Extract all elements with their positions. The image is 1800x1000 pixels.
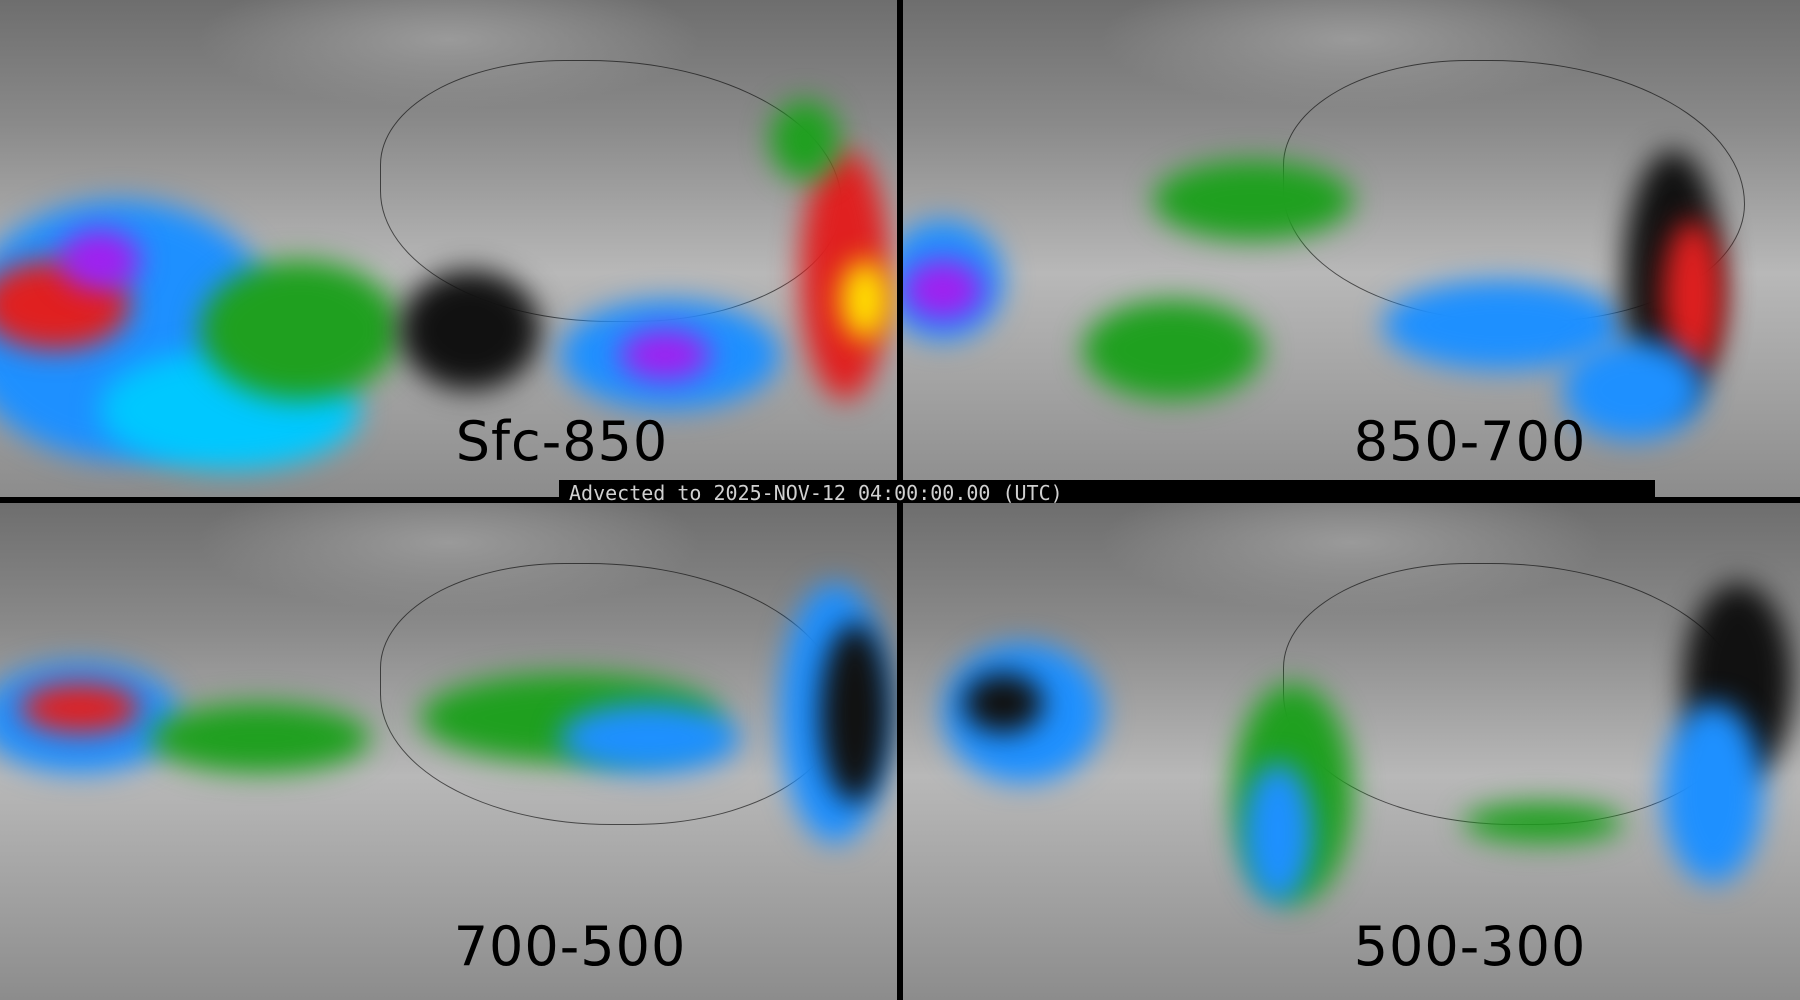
- field-blob: [1563, 340, 1703, 440]
- field-blob: [620, 330, 710, 380]
- panel-700-500: 700-500: [0, 503, 897, 1000]
- field-blob: [200, 260, 400, 400]
- field-blob: [840, 260, 890, 340]
- field-blob: [770, 100, 840, 180]
- panel-850-700: 850-700: [903, 0, 1800, 497]
- field-blob: [400, 270, 540, 390]
- layer-label: 700-500: [453, 915, 687, 978]
- layer-label: Sfc-850: [455, 410, 669, 473]
- panel-sfc-850: Sfc-850: [0, 0, 897, 497]
- field-blob: [1243, 763, 1313, 903]
- field-blob: [20, 683, 140, 733]
- field-blob: [903, 260, 983, 320]
- field-blob: [60, 230, 140, 290]
- field-blob: [1663, 703, 1763, 883]
- timestamp-banner: Advected to 2025-NOV-12 04:00:00.00 (UTC…: [559, 480, 1655, 505]
- field-blob: [150, 703, 370, 773]
- field-blob: [1463, 803, 1623, 843]
- panel-500-300: 500-300: [903, 503, 1800, 1000]
- field-blob: [963, 673, 1043, 733]
- field-blob: [1663, 220, 1723, 370]
- field-blob: [560, 703, 740, 773]
- field-blob: [1083, 300, 1263, 400]
- timestamp-text: Advected to 2025-NOV-12 04:00:00.00 (UTC…: [569, 481, 1063, 505]
- field-blob: [820, 623, 890, 803]
- field-blob: [1153, 160, 1353, 240]
- layer-label: 850-700: [1353, 410, 1587, 473]
- layer-label: 500-300: [1353, 915, 1587, 978]
